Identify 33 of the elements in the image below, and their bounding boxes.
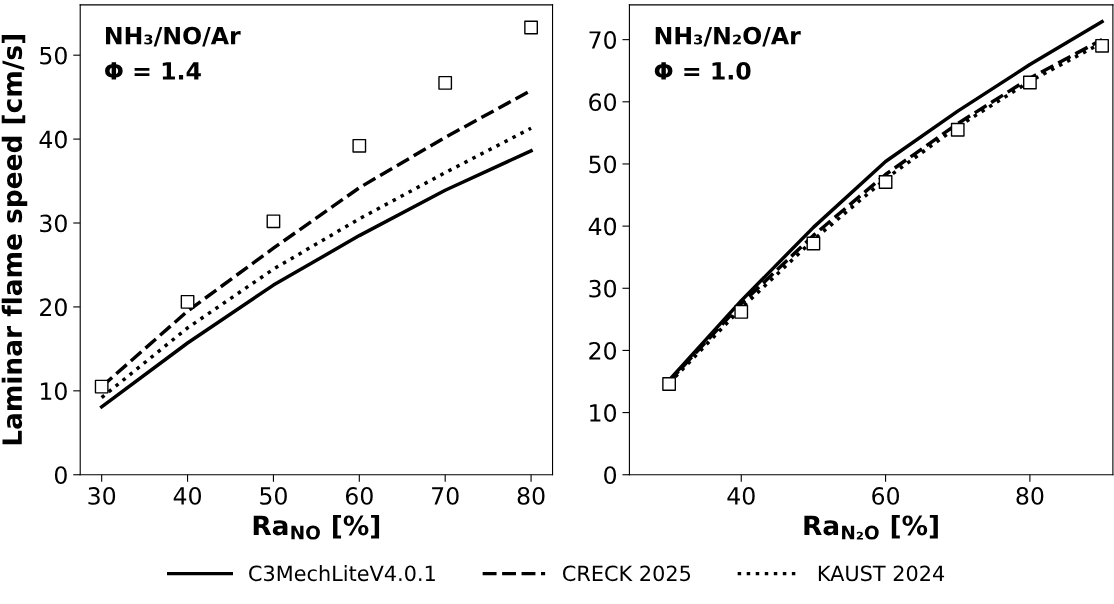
y-axis-title: Laminar flame speed [cm/s]	[1, 35, 28, 445]
annotation: Φ = 1.4	[105, 62, 201, 80]
y-tick-label: 20	[40, 298, 67, 317]
y-tick-label: 50	[40, 46, 67, 65]
y-tick-label: 70	[589, 31, 617, 49]
x-axis-title: Ra$_{N₂O}$ [%]	[804, 514, 938, 540]
y-tick-label: 0	[604, 466, 617, 485]
x-tick-label: 70	[432, 486, 459, 505]
x-tick-label: 40	[173, 486, 202, 505]
annotation: NH₃/NO/Ar	[105, 26, 241, 47]
x-tick-label: 30	[88, 486, 116, 505]
y-tick-label: 10	[40, 382, 67, 401]
x-axis-title: Ra$_{NO}$ [%]	[253, 514, 380, 540]
x-tick-label: 60	[345, 486, 373, 505]
legend-label: C3MechLiteV4.0.1	[249, 565, 435, 582]
y-tick-label: 40	[39, 130, 67, 149]
x-tick-label: 40	[727, 486, 755, 505]
annotation: Φ = 1.0	[654, 61, 751, 80]
y-tick-label: 10	[590, 404, 617, 422]
x-tick-label: 60	[872, 486, 900, 505]
y-tick-label: 0	[54, 466, 67, 485]
legend-label: KAUST 2024	[818, 565, 945, 582]
x-tick-label: 80	[517, 486, 545, 505]
y-tick-label: 50	[589, 155, 617, 174]
legend-label: CRECK 2025	[562, 565, 691, 582]
y-tick-label: 30	[40, 214, 67, 233]
x-tick-label: 50	[260, 486, 287, 505]
y-tick-label: 20	[589, 341, 617, 360]
y-tick-label: 40	[588, 217, 617, 236]
y-tick-label: 60	[589, 93, 617, 112]
y-tick-label: 30	[589, 279, 617, 298]
annotation: NH₃/N₂O/Ar	[655, 26, 801, 47]
x-tick-label: 80	[1016, 486, 1044, 505]
